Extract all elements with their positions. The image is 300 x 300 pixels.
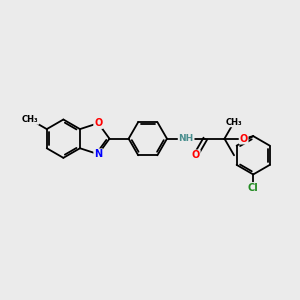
- Text: CH₃: CH₃: [22, 115, 38, 124]
- Text: Cl: Cl: [248, 183, 259, 193]
- Text: NH: NH: [178, 134, 194, 143]
- Text: O: O: [192, 150, 200, 160]
- Text: O: O: [239, 134, 248, 144]
- Text: N: N: [94, 149, 102, 159]
- Text: O: O: [94, 118, 102, 128]
- Text: CH₃: CH₃: [226, 118, 242, 127]
